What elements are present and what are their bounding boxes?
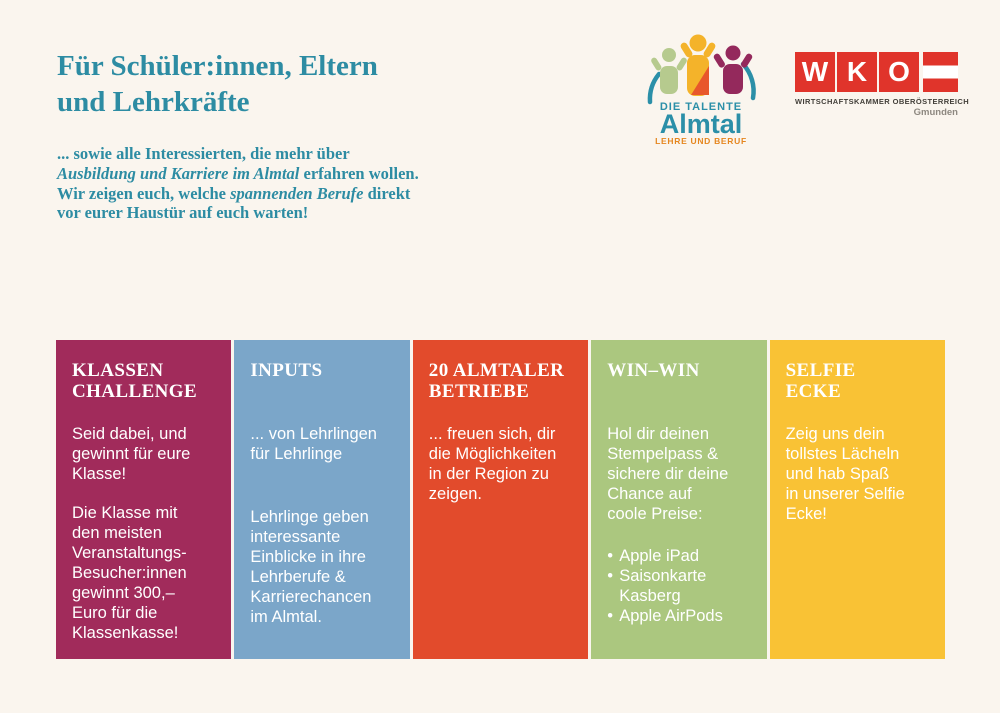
left-arc-icon [647,71,662,105]
wko-org-label: WIRTSCHAFTSKAMMER OBERÖSTERREICH [795,97,970,106]
intro-line-2-rest: erfahren wollen. [299,163,419,183]
prize-list: Apple iPad Saisonkarte Kasberg Apple Air… [607,546,752,626]
almtal-logo-graphic: DIE TALENTE Almtal LEHRE UND BERUF [647,34,756,146]
prize-item: Apple AirPods [607,606,752,626]
card-paragraph: Die Klasse mit den meisten Veranstaltung… [72,504,187,642]
almtal-logo: DIE TALENTE Almtal LEHRE UND BERUF [643,32,759,146]
wko-letter-blocks: W K O [795,52,958,92]
wko-letter-w: W [795,52,835,92]
austria-flag-icon [923,52,958,92]
magenta-person-icon [713,45,753,94]
intro-line-2-italic: Ausbildung und Karriere im Almtal [57,163,300,183]
intro-line-4: vor eurer Haustür auf euch warten! [57,203,309,223]
logo-top-label: DIE TALENTE [660,101,742,113]
card-paragraph: Zeig uns dein tollstes Lächeln und hab S… [785,425,905,523]
prize-item: Saisonkarte Kasberg [607,566,752,606]
card-paragraph: Lehrlinge geben interessante Einblicke i… [250,508,372,626]
card-title: SELFIE ECKE [785,360,856,402]
card-inputs: INPUTS ... von Lehrlingen für Lehrlinge … [234,340,410,659]
orange-wedge-icon [691,66,709,95]
card-klassen-challenge: KLASSEN CHALLENGE Seid dabei, und gewinn… [56,340,232,659]
green-person-icon [651,48,687,94]
wko-letter-k: K [837,52,877,92]
card-title: 20 ALMTALER BETRIEBE [428,360,565,402]
page-title: Für Schüler:innen, Eltern und Lehrkräfte [57,50,378,118]
card-almtaler-betriebe: 20 ALMTALER BETRIEBE ... freuen sich, di… [412,340,589,659]
card-title: WIN–WIN [607,360,700,381]
right-arc-icon [740,61,756,101]
prize-item: Apple iPad [607,546,752,566]
wko-letter-o: O [879,52,919,92]
logo-bottom-label: LEHRE UND BERUF [655,136,747,146]
info-cards: KLASSEN CHALLENGE Seid dabei, und gewinn… [56,340,945,659]
card-title: INPUTS [250,360,323,381]
card-selfie-ecke: SELFIE ECKE Zeig uns dein tollstes Läche… [769,340,945,659]
card-paragraph: Seid dabei, und gewinnt für eure Klasse! [72,425,191,483]
intro-line-3-pre: Wir zeigen euch, welche [57,183,231,203]
wko-region-label: Gmunden [913,107,958,118]
card-title: KLASSEN CHALLENGE [72,360,198,402]
intro-line-3-italic: spannenden Berufe [230,183,364,203]
card-win-win: WIN–WIN Hol dir deinen Stempelpass & sic… [591,340,767,659]
intro-line-1: ... sowie alle Interessierten, die mehr … [57,144,350,163]
card-paragraph: Hol dir deinen Stempelpass & sichere dir… [607,425,729,523]
intro-line-3-post: direkt [363,183,411,203]
card-paragraph: ... freuen sich, dir die Möglichkeiten i… [428,425,557,503]
intro-text: ... sowie alle Interessierten, die mehr … [57,144,419,223]
wko-logo: W K O WIRTSCHAFTSKAMMER OBERÖSTERREICH G… [795,52,970,118]
logo-name-label: Almtal [660,109,743,139]
card-paragraph: ... von Lehrlingen für Lehrlinge [250,425,377,463]
